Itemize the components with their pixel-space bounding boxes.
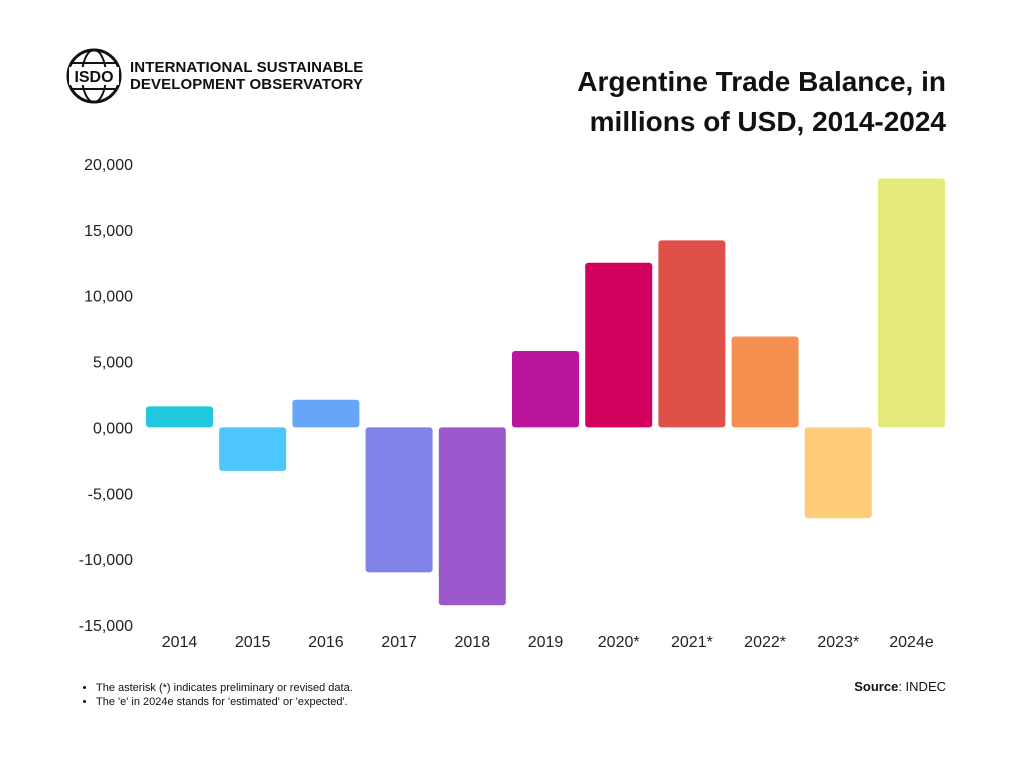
x-tick-label: 2020* xyxy=(598,634,640,651)
logo: ISDO INTERNATIONAL SUSTAINABLE DEVELOPME… xyxy=(66,48,363,104)
bar-2016 xyxy=(292,399,360,428)
x-tick-label: 2016 xyxy=(308,634,344,651)
x-tick-label: 2017 xyxy=(381,634,417,651)
y-axis: 20,000 15,000 10,000 5,000 0,000 -5,000 -10,00… xyxy=(79,157,133,635)
x-tick-label: 2023* xyxy=(817,634,859,651)
chart-title: Argentine Trade Balance, in millions of … xyxy=(577,66,946,137)
x-tick-label: 2014 xyxy=(162,634,198,651)
logo-text: ISDO xyxy=(74,69,113,86)
org-name: INTERNATIONAL SUSTAINABLE DEVELOPMENT OB… xyxy=(130,59,363,93)
x-tick-label: 2021* xyxy=(671,634,713,651)
bar-2019 xyxy=(512,351,579,428)
x-tick-label: 2022* xyxy=(744,634,786,651)
x-tick-label: 2019 xyxy=(528,634,564,651)
y-tick-label: 10,000 xyxy=(84,289,133,306)
y-tick-label: 0,000 xyxy=(93,420,133,437)
x-tick-label: 2018 xyxy=(455,634,491,651)
bar-2023 xyxy=(804,427,872,519)
y-tick-label: -5,000 xyxy=(88,486,133,503)
bar-2014 xyxy=(146,406,213,428)
bar-2018 xyxy=(438,427,506,606)
bar-2015 xyxy=(219,427,287,471)
bars xyxy=(146,178,945,606)
bar-2020 xyxy=(585,262,653,428)
y-tick-label: 20,000 xyxy=(84,157,133,174)
org-name-line1: INTERNATIONAL SUSTAINABLE xyxy=(130,59,364,76)
x-tick-label: 2024e xyxy=(889,634,934,651)
x-axis: 2014 2015 2016 2017 2018 2019 2020* 2021* 2022* 2… xyxy=(162,634,934,651)
y-tick-label: 5,000 xyxy=(93,355,133,372)
y-tick-label: -15,000 xyxy=(79,618,133,635)
bar-2022 xyxy=(731,336,799,428)
source-value: : INDEC xyxy=(898,679,946,694)
y-tick-label: 15,000 xyxy=(84,223,133,240)
footnotes: The asterisk (*) indicates preliminary o… xyxy=(80,681,353,709)
y-tick-label: -10,000 xyxy=(79,552,133,569)
source-label: Source xyxy=(854,679,899,694)
footnote-asterisk: The asterisk (*) indicates preliminary o… xyxy=(96,681,353,695)
source-note: Source: INDEC xyxy=(854,679,946,694)
x-tick-label: 2015 xyxy=(235,634,271,651)
bar-2017 xyxy=(365,427,433,573)
bar-2024e xyxy=(878,178,945,428)
org-name-line2: DEVELOPMENT OBSERVATORY xyxy=(130,76,364,93)
bar-2021 xyxy=(658,240,726,428)
footnote-estimated: The 'e' in 2024e stands for 'estimated' … xyxy=(96,695,353,709)
globe-logo-icon: ISDO xyxy=(66,48,122,104)
